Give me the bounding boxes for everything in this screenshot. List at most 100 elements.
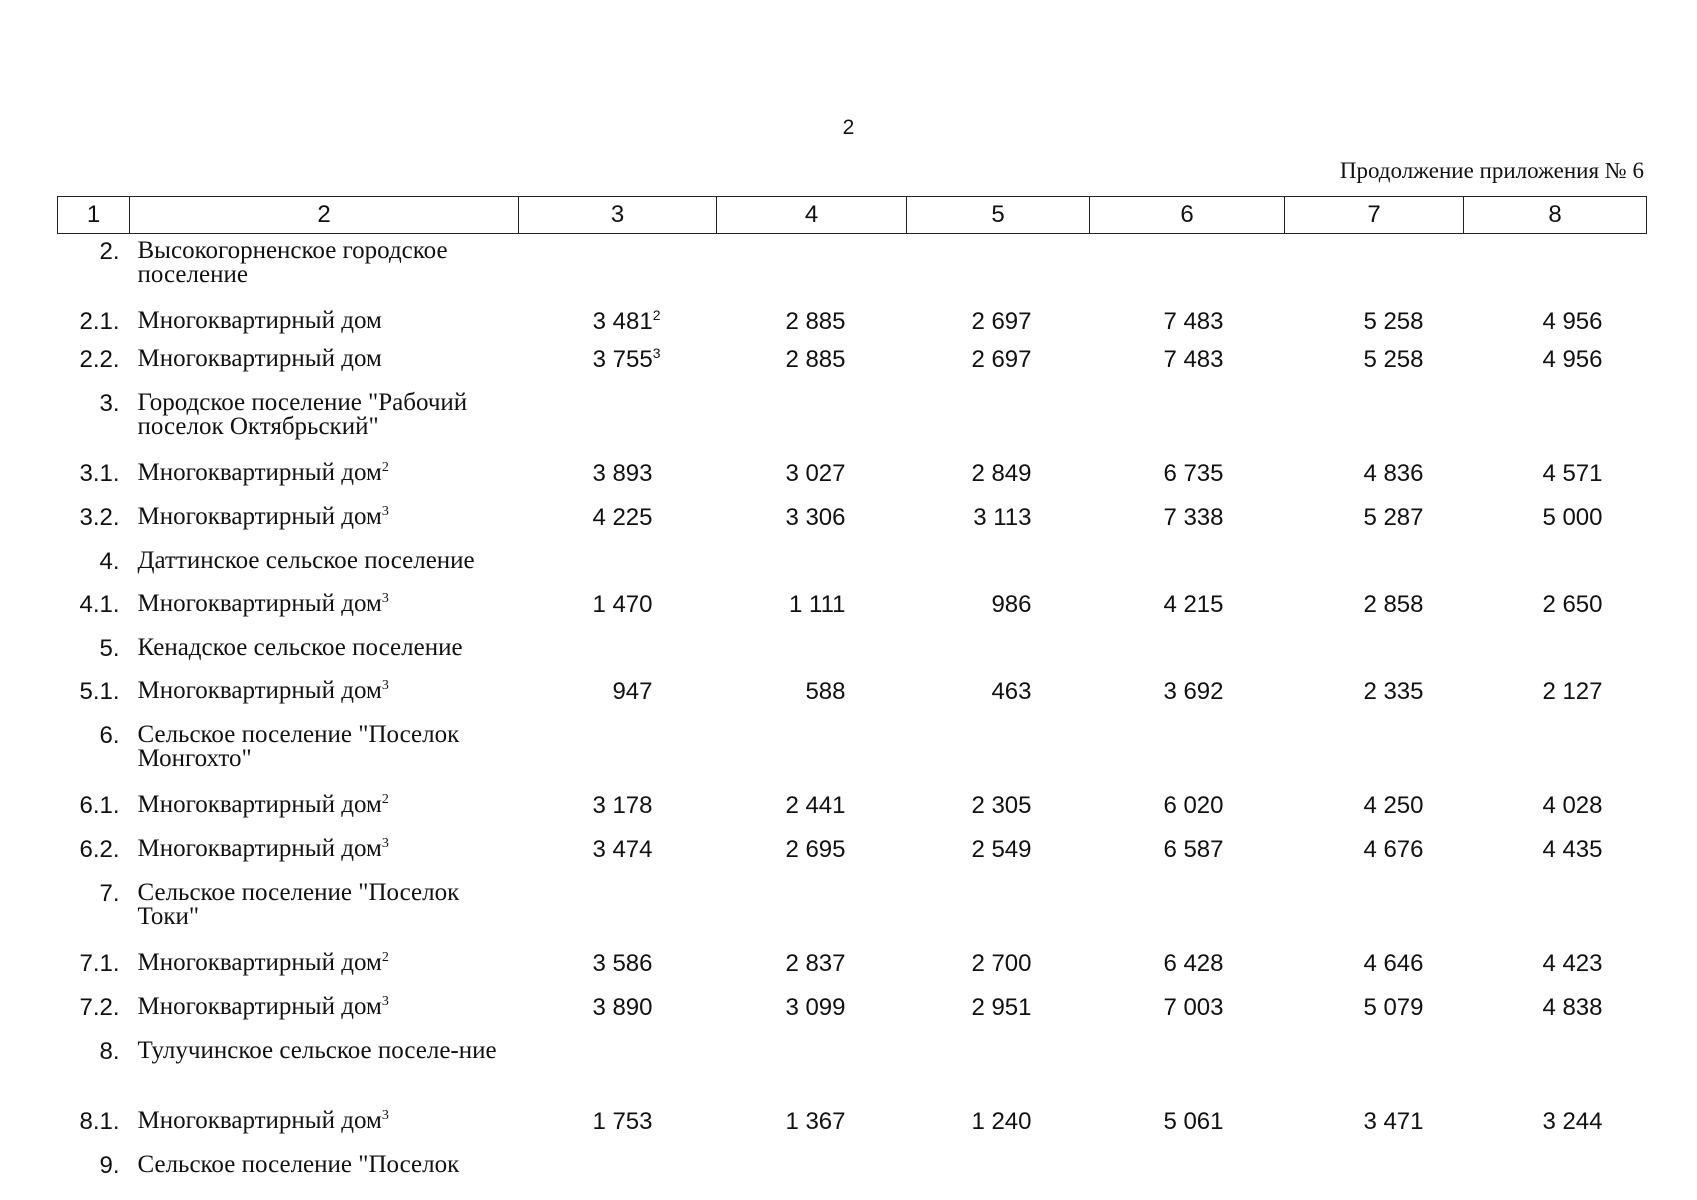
value-cell: 5 287	[1363, 504, 1424, 531]
value-cell: 2 837	[785, 950, 846, 977]
row-name-text: Многоквартирный дом	[137, 791, 382, 818]
footnote-marker: 3	[381, 836, 389, 851]
value-cell: 3 027	[785, 460, 846, 487]
row-name-text: Тулучинское сельское поселе-ние	[137, 1037, 497, 1064]
row-name-text: Кенадское сельское поселение	[137, 634, 463, 661]
value-cell: 5 061	[1163, 1108, 1224, 1135]
value-cell	[907, 1148, 1090, 1191]
value-cell	[1090, 718, 1285, 788]
value-cell: 3 692	[1163, 678, 1224, 705]
value-cell: 5 000	[1542, 504, 1603, 531]
footnote-marker: 2	[381, 460, 389, 475]
value-cell: 6 020	[1163, 792, 1224, 819]
value-cell: 3 7553	[519, 342, 717, 386]
column-header: 1	[57, 196, 130, 234]
column-header: 8	[1463, 196, 1647, 234]
value-cell: 4 676	[1363, 836, 1424, 863]
value-cell: 7 483	[1163, 308, 1224, 335]
value-cell	[717, 544, 907, 587]
row-name: Сельское поселение "Поселок Монгохто"	[130, 718, 519, 788]
value-cell: 4 956	[1542, 308, 1603, 335]
value-cell: 2 305	[971, 792, 1032, 819]
value-cell: 2 858	[1363, 591, 1424, 618]
value-cell	[1285, 234, 1464, 305]
footnote-marker: 3	[381, 591, 389, 606]
value-cell	[907, 718, 1090, 788]
table-row: 4.1. Многоквартирный дом3 1 470 1 111 98…	[58, 587, 1647, 631]
table-row: 3. Городское поселение "Рабочий поселок …	[58, 386, 1647, 456]
value-cell	[519, 1148, 717, 1191]
value-cell	[717, 234, 907, 305]
row-name: Многоквартирный дом2	[130, 456, 519, 500]
table-row: 4. Даттинское сельское поселение	[58, 544, 1647, 587]
row-number: 3.2.	[79, 504, 120, 531]
value-cell	[519, 544, 717, 587]
value-cell	[1285, 876, 1464, 946]
value-cell	[1285, 631, 1464, 674]
value-cell	[907, 631, 1090, 674]
value-cell	[1464, 876, 1647, 946]
value-cell: 7 003	[1163, 994, 1224, 1021]
table-row: 9. Сельское поселение "Поселок	[58, 1148, 1647, 1191]
column-header: 2	[129, 196, 519, 234]
value-cell	[519, 876, 717, 946]
value-cell: 3 474	[592, 836, 653, 863]
row-name: Высокогорненское городское поселение	[130, 234, 519, 305]
value-cell: 4 215	[1163, 591, 1224, 618]
value-cell	[1090, 1148, 1285, 1191]
row-name: Городское поселение "Рабочий поселок Окт…	[130, 386, 519, 456]
row-number: 4.	[99, 548, 120, 575]
footnote-marker: 3	[652, 345, 661, 361]
column-header: 7	[1284, 196, 1464, 234]
value-cell: 1 753	[592, 1108, 653, 1135]
row-name: Многоквартирный дом	[130, 342, 519, 386]
value-cell: 2 885	[785, 346, 846, 373]
value-cell	[519, 386, 717, 456]
value-cell: 6 735	[1163, 460, 1224, 487]
value-text: 3 481	[592, 308, 653, 335]
value-cell: 2 885	[785, 308, 846, 335]
table-row: 6.2. Многоквартирный дом3 3 474 2 695 2 …	[58, 832, 1647, 876]
table-row: 2. Высокогорненское городское поселение	[58, 234, 1647, 305]
value-cell	[1090, 876, 1285, 946]
value-cell: 3 4812	[519, 304, 717, 342]
row-number: 8.1.	[79, 1108, 120, 1135]
value-cell	[519, 234, 717, 305]
value-cell: 2 700	[971, 950, 1032, 977]
table-row: 5.1. Многоквартирный дом3 947 588 463 3 …	[58, 674, 1647, 718]
row-name-text: Многоквартирный дом	[137, 949, 382, 976]
value-cell: 2 951	[971, 994, 1032, 1021]
value-cell: 463	[991, 678, 1032, 705]
row-number: 2.1.	[79, 308, 120, 335]
column-header: 5	[906, 196, 1090, 234]
row-name: Тулучинское сельское поселе-ние	[130, 1034, 519, 1104]
page-number: 2	[842, 116, 855, 139]
value-cell: 4 225	[592, 504, 653, 531]
value-cell: 4 423	[1542, 950, 1603, 977]
column-header: 6	[1089, 196, 1285, 234]
row-number: 4.1.	[79, 591, 120, 618]
row-number: 5.1.	[79, 678, 120, 705]
row-number: 6.	[99, 722, 120, 749]
row-name: Сельское поселение "Поселок	[130, 1148, 519, 1191]
value-cell: 588	[805, 678, 846, 705]
table-row: 3.2. Многоквартирный дом3 4 225 3 306 3 …	[58, 500, 1647, 544]
value-cell: 4 571	[1542, 460, 1603, 487]
row-number: 6.1.	[79, 792, 120, 819]
row-name: Даттинское сельское поселение	[130, 544, 519, 587]
row-name: Многоквартирный дом2	[130, 788, 519, 832]
value-cell	[717, 718, 907, 788]
table-row: 3.1. Многоквартирный дом2 3 893 3 027 2 …	[58, 456, 1647, 500]
row-name-text: Сельское поселение "Поселок	[137, 1151, 460, 1178]
value-cell	[519, 718, 717, 788]
value-cell	[1090, 544, 1285, 587]
table-row: 2.1. Многоквартирный дом 3 4812 2 885 2 …	[58, 304, 1647, 342]
value-cell: 5 258	[1363, 308, 1424, 335]
value-cell	[1285, 544, 1464, 587]
footnote-marker: 3	[381, 504, 389, 519]
value-cell: 5 079	[1363, 994, 1424, 1021]
value-cell	[907, 386, 1090, 456]
row-name: Многоквартирный дом3	[130, 500, 519, 544]
row-name: Сельское поселение "Поселок Токи"	[130, 876, 519, 946]
row-name-text: Многоквартирный дом	[137, 835, 382, 862]
